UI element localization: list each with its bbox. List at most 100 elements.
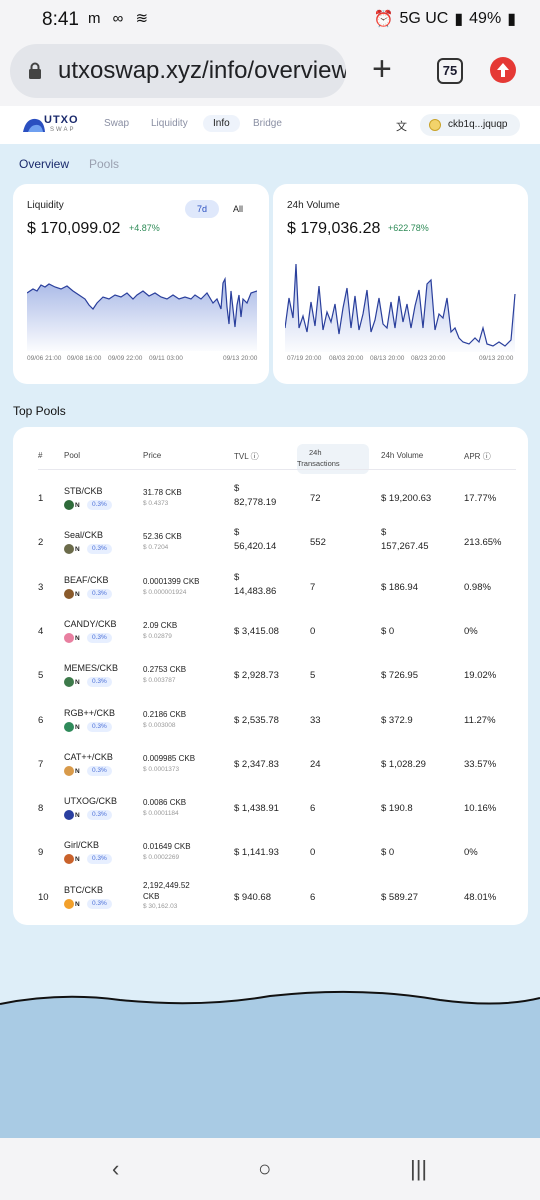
table-row[interactable]: 8 UTXOG/CKB N 0.3% 0.0086 CKB $ 0.0001184 $ 1,… xyxy=(13,789,528,833)
volume-cell: $ 589.27 xyxy=(381,891,418,903)
address-bar[interactable]: utxoswap.xyz/info/overview xyxy=(10,44,346,98)
liquidity-title: Liquidity xyxy=(27,200,64,211)
col-tvl[interactable]: TVL ⓘ xyxy=(234,452,259,461)
apr-cell: 11.27% xyxy=(464,714,496,726)
tab-switcher-button[interactable]: 75 xyxy=(437,58,463,84)
table-row[interactable]: 7 CAT++/CKB N 0.3% 0.009985 CKB $ 0.0001373 $ … xyxy=(13,745,528,789)
price-usd: $ 30,162.03 xyxy=(143,902,178,910)
utxoswap-logo[interactable]: UTXO SWAP xyxy=(22,114,80,136)
apr-cell: 19.02% xyxy=(464,670,497,682)
nav-bridge[interactable]: Bridge xyxy=(253,118,282,129)
token-icon xyxy=(64,765,74,776)
price-usd: $ 0.02879 xyxy=(143,632,172,640)
tab-overview[interactable]: Overview xyxy=(19,157,70,171)
ckb-icon: N xyxy=(75,767,80,775)
col-pool: Pool xyxy=(64,451,81,460)
pool-name[interactable]: Girl/CKB xyxy=(64,840,100,851)
price-usd: $ 0.4373 xyxy=(143,500,169,507)
update-icon[interactable] xyxy=(490,57,516,83)
price-usd: $ 0.000001924 xyxy=(143,588,187,596)
header-divider xyxy=(38,469,516,470)
volume-cell: $ 0 xyxy=(381,847,395,859)
pool-name[interactable]: CAT++/CKB xyxy=(64,751,113,762)
pool-name[interactable]: RGB++/CKB xyxy=(64,707,116,718)
col-volume: 24h Volume xyxy=(381,451,424,460)
x-tick-label: 08/13 20:00 xyxy=(370,355,405,362)
price-usd: $ 0.003008 xyxy=(143,721,176,729)
pool-name[interactable]: UTXOG/CKB xyxy=(64,796,118,807)
nav-liquidity[interactable]: Liquidity xyxy=(151,118,188,129)
token-icon xyxy=(64,677,74,688)
battery-icon: ▮ xyxy=(507,11,516,28)
nav-info[interactable]: Info xyxy=(203,115,240,132)
volume-cell: $ 726.95 xyxy=(381,670,418,682)
info-icon: ⓘ xyxy=(250,452,259,461)
price-usd: $ 0.0001184 xyxy=(143,810,179,818)
wallet-button[interactable]: ckb1q...jquqp xyxy=(420,114,520,136)
price-cell: 0.2753 CKB xyxy=(143,665,187,675)
wallet-address: ckb1q...jquqp xyxy=(448,119,508,130)
status-bar: 8:41 m ∞ ≋ ⏰ 5G UC ▮ 49% ▮ xyxy=(0,0,540,40)
apr-cell: 33.57% xyxy=(464,758,497,770)
table-row[interactable]: 4 CANDY/CKB N 0.3% 2.09 CKB $ 0.02879 $ 3,415.… xyxy=(13,612,528,656)
tx-cell: 33 xyxy=(310,714,321,726)
rank-cell: 5 xyxy=(38,670,44,682)
tab-pools[interactable]: Pools xyxy=(89,157,120,171)
table-row[interactable]: 9 Girl/CKB N 0.3% 0.01649 CKB $ 0.0002269 $ 1,… xyxy=(13,833,528,877)
x-tick-label: 09/13 20:00 xyxy=(479,355,514,362)
table-row[interactable]: 5 MEMES/CKB N 0.3% 0.2753 CKB $ 0.003787 $ 2,9… xyxy=(13,656,528,700)
pool-name[interactable]: BEAF/CKB xyxy=(64,574,109,585)
table-row[interactable]: 1 STB/CKB N 0.3% 31.78 CKB $ 0.4373 $82,778.19… xyxy=(13,479,528,523)
liquidity-change: +4.87% xyxy=(129,223,160,233)
notification-icons: m ∞ ≋ xyxy=(88,10,153,27)
tvl-cell: $ 2,535.78 xyxy=(234,714,279,726)
volume-cell-value: 157,267.45 xyxy=(381,541,429,553)
fee-badge: 0.3% xyxy=(87,898,112,909)
translate-icon[interactable]: 文 xyxy=(396,121,407,133)
volume-value: $ 179,036.28 xyxy=(287,220,381,237)
site-nav: UTXO SWAP Swap Liquidity Info Bridge 文 c… xyxy=(0,106,540,144)
token-icon xyxy=(64,632,74,643)
tvl-cell: $ 1,438.91 xyxy=(234,803,279,815)
tvl-cell-value: 56,420.14 xyxy=(234,541,277,553)
pool-name[interactable]: BTC/CKB xyxy=(64,884,104,895)
pool-name[interactable]: CANDY/CKB xyxy=(64,618,117,629)
price-cell: 2,192,449.52 xyxy=(143,880,190,890)
price-cell: 0.01649 CKB xyxy=(143,842,191,852)
table-row[interactable]: 6 RGB++/CKB N 0.3% 0.2186 CKB $ 0.003008 $ 2,5… xyxy=(13,701,528,745)
apr-cell: 48.01% xyxy=(464,891,497,903)
table-row[interactable]: 3 BEAF/CKB N 0.3% 0.0001399 CKB $ 0.000001924… xyxy=(13,568,528,612)
price-cell: 52.36 CKB xyxy=(143,532,182,542)
recents-icon[interactable]: ||| xyxy=(410,1156,428,1181)
fee-badge: 0.3% xyxy=(87,500,112,510)
tx-cell: 0 xyxy=(310,625,316,637)
range-all-button[interactable]: All xyxy=(232,204,243,214)
token-icon xyxy=(64,500,74,510)
system-nav-bar: ‹ ○ ||| xyxy=(0,1138,540,1200)
fee-badge: 0.3% xyxy=(87,677,112,688)
fee-badge: 0.3% xyxy=(87,632,112,643)
token-pair-icon: N xyxy=(64,588,82,599)
volume-cell: $ 0 xyxy=(381,625,395,637)
table-row[interactable]: 10 BTC/CKB N 0.3% 2,192,449.52 CKB $ 30,162.03… xyxy=(13,878,528,922)
lock-icon xyxy=(29,62,41,79)
home-icon[interactable]: ○ xyxy=(258,1156,272,1181)
pool-name[interactable]: Seal/CKB xyxy=(64,530,104,541)
ckb-icon: N xyxy=(75,856,80,864)
new-tab-icon[interactable]: + xyxy=(372,50,392,88)
tvl-cell: $ 3,415.08 xyxy=(234,625,279,637)
ckb-icon: N xyxy=(75,679,80,687)
pool-name[interactable]: MEMES/CKB xyxy=(64,663,119,674)
table-row[interactable]: 2 Seal/CKB N 0.3% 52.36 CKB $ 0.7204 $56,420.1… xyxy=(13,523,528,567)
ckb-icon: N xyxy=(75,812,80,820)
rank-cell: 10 xyxy=(38,891,49,903)
range-7d-button[interactable]: 7d xyxy=(185,200,219,218)
tx-cell: 0 xyxy=(310,847,316,859)
price-usd: $ 0.7204 xyxy=(143,544,169,552)
apr-cell: 17.77% xyxy=(464,493,497,504)
col-price: Price xyxy=(143,451,162,460)
pool-name[interactable]: STB/CKB xyxy=(64,486,103,496)
nav-swap[interactable]: Swap xyxy=(104,118,130,129)
back-icon[interactable]: ‹ xyxy=(112,1156,120,1181)
col-apr[interactable]: APR ⓘ xyxy=(464,452,491,461)
